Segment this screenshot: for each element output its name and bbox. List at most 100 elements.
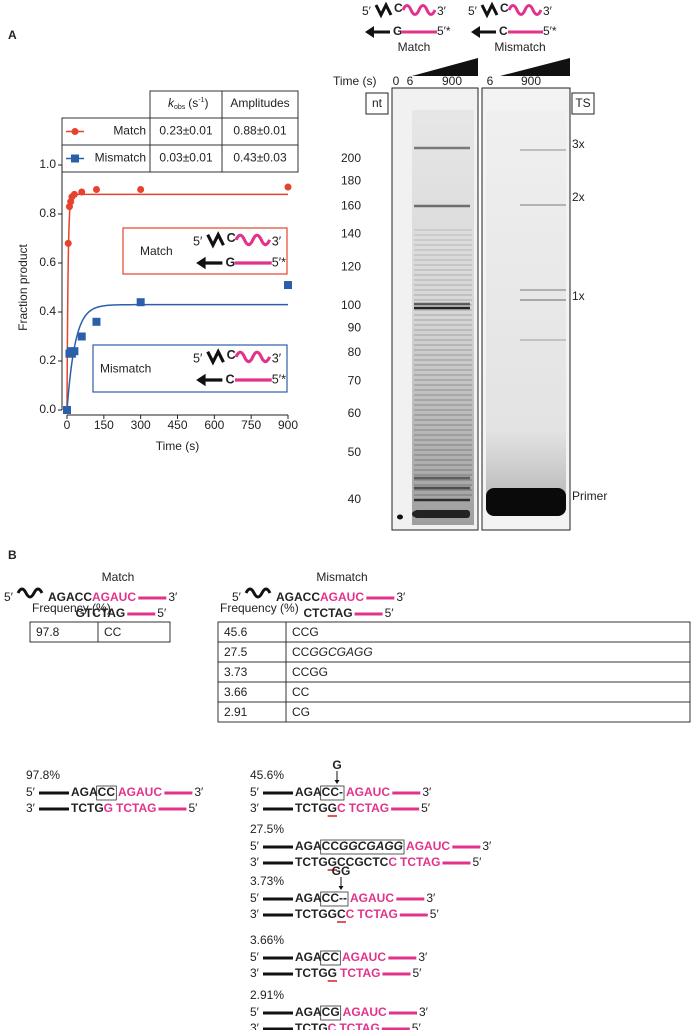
size-marker: 180 — [341, 173, 361, 187]
size-marker: 70 — [348, 374, 362, 388]
sequence-part: TCTG — [295, 966, 328, 980]
prime-label: 3′ — [250, 801, 260, 815]
sequence-part: AGAUC — [342, 950, 386, 964]
prime-label: 3′ — [250, 855, 260, 869]
lane-label: 900 — [442, 74, 462, 88]
inset-label: Match — [140, 244, 173, 258]
five-prime: 5′ — [468, 4, 478, 18]
prime-label: 3′ — [426, 891, 436, 905]
table-frame — [217, 621, 691, 723]
base: C — [226, 372, 235, 386]
arrow-head — [196, 256, 206, 270]
sequence: TCTGG TCTAG — [295, 966, 380, 980]
sequence-part: CG — [322, 1005, 340, 1019]
sequence-part: AGA — [295, 950, 322, 964]
sequence-part: AGA — [71, 785, 98, 799]
prime-label: 5′ — [250, 891, 260, 905]
rna-wave — [234, 233, 272, 247]
sequence: AGACC- AGAUC — [295, 785, 390, 799]
lane-label: 0 — [393, 74, 400, 88]
data-point — [70, 190, 78, 198]
template-wave — [244, 587, 272, 599]
template-wave — [16, 587, 44, 599]
sequence: TCTGGCCGCTCC TCTAG — [295, 855, 440, 869]
table-header: kobs (s-1) — [168, 96, 209, 111]
alignment-label: 45.6% — [250, 768, 284, 782]
sequence-box — [320, 950, 341, 966]
x-tick-label: 450 — [167, 418, 187, 432]
sequence-part: CCGCTC — [337, 855, 389, 869]
sequence-part: GGCGAGG — [309, 645, 372, 659]
table-cell: 3.66 — [224, 685, 248, 699]
sequence-part: GGCGAGG — [339, 839, 403, 853]
five-prime: 5′ — [4, 590, 14, 604]
panel-label: A — [8, 28, 17, 42]
x-tick-label: 600 — [204, 418, 224, 432]
prime-label: 5′ — [250, 1005, 260, 1019]
five-prime: 5′* — [272, 255, 286, 269]
sequence-part: TCTAG — [116, 801, 156, 815]
superscript: -1 — [198, 97, 204, 104]
gel-annotation: 2x — [572, 190, 585, 204]
x-axis-label: Time (s) — [156, 439, 200, 453]
three-prime: 3′ — [396, 590, 406, 604]
size-marker: 100 — [341, 298, 361, 312]
sequence-part: CC — [98, 785, 116, 799]
sequence-part: G — [104, 801, 113, 815]
sequence-part: AGAUC — [92, 590, 136, 604]
sequence-part: AGA — [295, 1005, 322, 1019]
template-wave — [206, 348, 225, 366]
sequence-part: TCTG — [295, 855, 328, 869]
sequence-part: CC — [292, 645, 310, 659]
sequence: CTCTAG — [303, 606, 352, 620]
table-frame — [29, 621, 171, 643]
gel-smear — [486, 110, 566, 510]
duplex-schematic: 5′ C 3′ G 5′* — [362, 1, 451, 38]
alignment-label: 27.5% — [250, 822, 284, 836]
table-cell: 0.43±0.03 — [233, 151, 287, 165]
table-cell: CCGG — [292, 665, 328, 679]
sequence-part: AGAUC — [343, 1005, 387, 1019]
primer-band — [414, 510, 470, 518]
unit: ) — [205, 96, 209, 110]
size-label: nt — [372, 96, 383, 110]
prime-label: 3′ — [250, 1021, 260, 1030]
alignment-label: 3.73% — [250, 874, 284, 888]
size-marker: 60 — [348, 406, 362, 420]
rna-wave — [234, 350, 272, 364]
sequence-part: CG — [292, 705, 310, 719]
data-point — [64, 239, 72, 247]
sequence-part: C — [346, 907, 355, 921]
sequence-box — [320, 1005, 342, 1021]
table-cell: 0.03±0.01 — [159, 151, 213, 165]
ts-label: TS — [575, 96, 590, 110]
size-marker: 80 — [348, 345, 362, 359]
inset-schematic: 5′ C 3′ G 5′* — [193, 231, 286, 269]
sequence: AGACCAGAUC — [48, 590, 136, 604]
sequence-box — [320, 785, 345, 801]
symbol: k — [168, 96, 175, 110]
table-header: Frequency (%) — [220, 601, 299, 615]
size-marker: 200 — [341, 151, 361, 165]
prime-label: 3′ — [194, 785, 204, 799]
prime-label: 5′ — [412, 1021, 422, 1030]
subscript: obs — [174, 104, 186, 111]
legend-label: Mismatch — [95, 151, 146, 165]
insertion-arrowhead — [334, 780, 340, 784]
insertion-label: G — [332, 758, 341, 772]
sequence-part: CC — [292, 685, 310, 699]
size-marker: 160 — [341, 198, 361, 212]
sequence-part: CC- — [322, 785, 343, 799]
y-tick-label: 0.6 — [39, 255, 56, 269]
data-point — [284, 281, 292, 290]
data-point — [77, 332, 86, 341]
sequence-part: TCTAG — [349, 801, 389, 815]
x-tick-label: 750 — [241, 418, 261, 432]
table-cell: 2.91 — [224, 705, 248, 719]
sequence: GTCTAG — [75, 606, 125, 620]
table-header: Amplitudes — [230, 96, 289, 110]
size-marker: 50 — [348, 445, 362, 459]
